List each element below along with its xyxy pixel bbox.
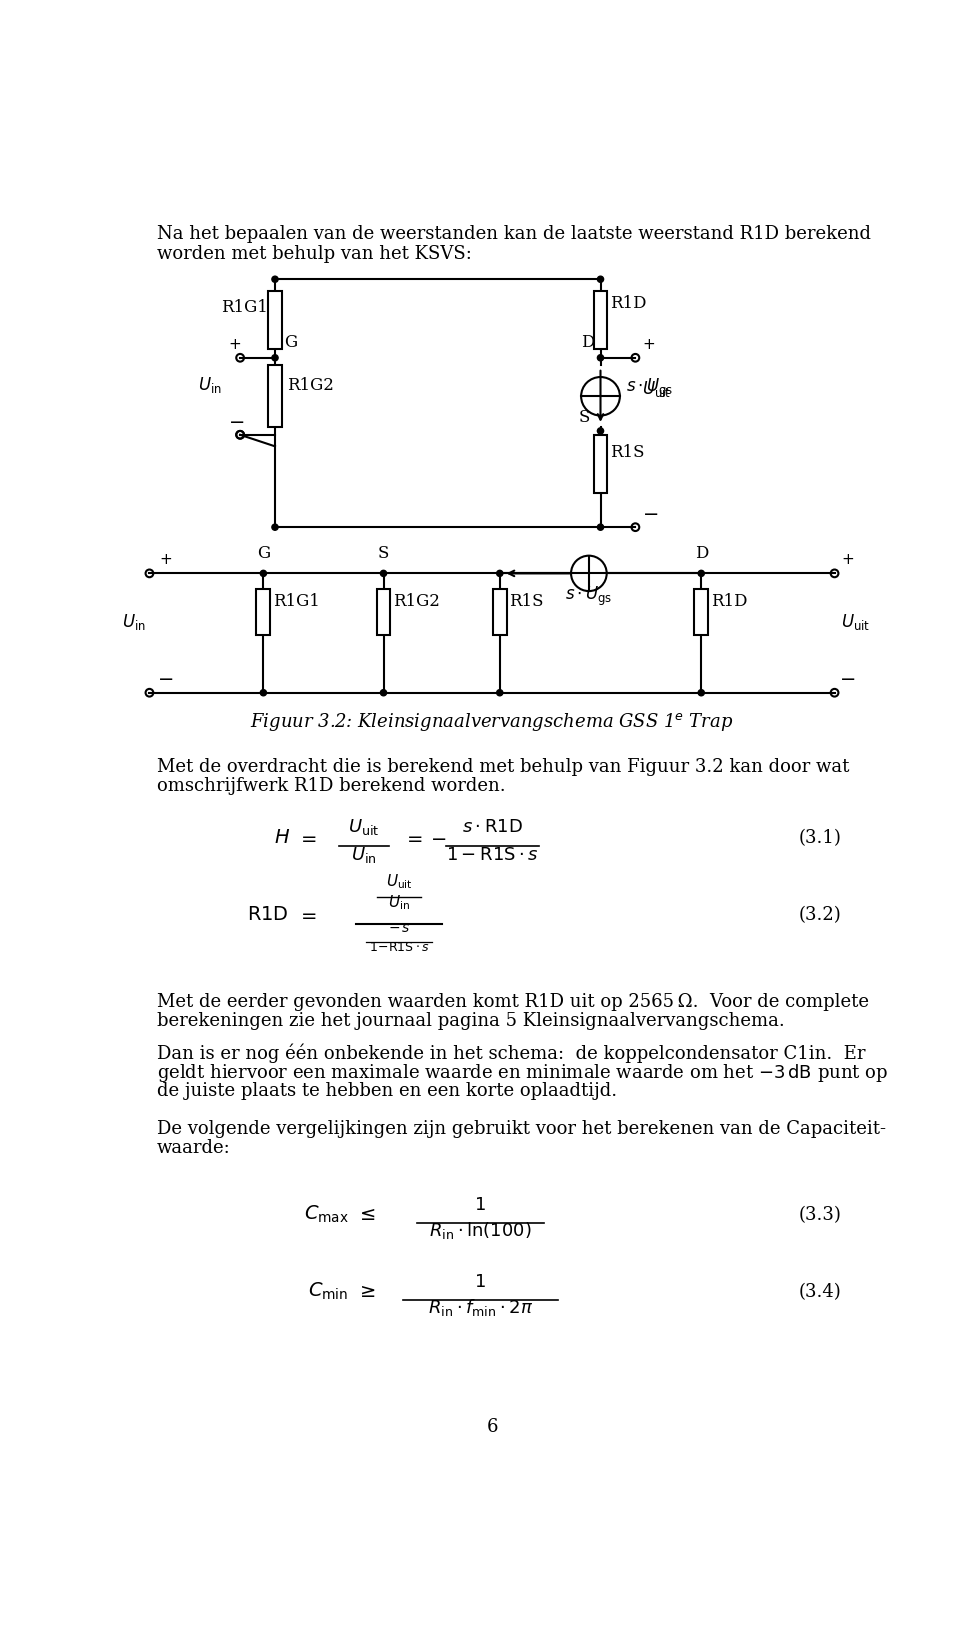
Text: $U_{\mathrm{uit}}$: $U_{\mathrm{uit}}$ <box>641 379 671 399</box>
Text: $U_{\mathrm{in}}$: $U_{\mathrm{in}}$ <box>351 845 377 864</box>
Text: $1$: $1$ <box>474 1196 487 1214</box>
Text: $\mathrm{R1D}$: $\mathrm{R1D}$ <box>248 905 289 923</box>
Text: berekeningen zie het journaal pagina 5 Kleinsignaalvervangschema.: berekeningen zie het journaal pagina 5 K… <box>157 1013 785 1031</box>
Bar <box>268 291 282 348</box>
Text: $+$: $+$ <box>228 338 242 351</box>
Text: $\geq$: $\geq$ <box>356 1283 376 1301</box>
Text: R1S: R1S <box>610 444 644 461</box>
Circle shape <box>597 355 604 361</box>
Bar <box>593 291 608 348</box>
Circle shape <box>260 570 267 577</box>
Text: $s \cdot \mathrm{R1D}$: $s \cdot \mathrm{R1D}$ <box>462 819 522 837</box>
Bar <box>376 588 391 636</box>
Text: omschrijfwerk R1D berekend worden.: omschrijfwerk R1D berekend worden. <box>157 778 506 796</box>
Text: $C_{\mathrm{min}}$: $C_{\mathrm{min}}$ <box>308 1281 348 1302</box>
Circle shape <box>496 690 503 696</box>
Text: (3.3): (3.3) <box>798 1206 841 1224</box>
Text: $s \cdot U_{\mathrm{gs}}$: $s \cdot U_{\mathrm{gs}}$ <box>565 585 612 608</box>
Text: R1D: R1D <box>610 294 646 312</box>
Text: Figuur 3.2: Kleinsignaalvervangschema GSS 1$^e$ Trap: Figuur 3.2: Kleinsignaalvervangschema GS… <box>251 711 733 734</box>
Text: D: D <box>581 333 594 351</box>
Circle shape <box>380 690 387 696</box>
Bar <box>694 588 708 636</box>
Text: $U_{\mathrm{uit}}$: $U_{\mathrm{uit}}$ <box>348 817 380 837</box>
Circle shape <box>597 428 604 435</box>
Circle shape <box>698 690 705 696</box>
Text: D: D <box>695 546 708 562</box>
Text: $U_{\mathrm{uit}}$: $U_{\mathrm{uit}}$ <box>841 611 870 632</box>
Circle shape <box>380 570 387 577</box>
Text: $-$: $-$ <box>839 670 855 688</box>
Text: $U_{\mathrm{uit}}$: $U_{\mathrm{uit}}$ <box>386 873 413 891</box>
Text: $-$: $-$ <box>157 670 174 688</box>
Text: Na het bepaalen van de weerstanden kan de laatste weerstand R1D berekend: Na het bepaalen van de weerstanden kan d… <box>157 225 872 243</box>
Circle shape <box>698 570 705 577</box>
Bar <box>256 588 271 636</box>
Text: $+$: $+$ <box>158 554 172 567</box>
Text: $=$: $=$ <box>297 828 317 846</box>
Text: R1D: R1D <box>710 593 747 609</box>
Circle shape <box>597 525 604 531</box>
Text: $-$: $-$ <box>641 503 658 521</box>
Text: $+$: $+$ <box>841 554 853 567</box>
Circle shape <box>260 690 267 696</box>
Text: $1\!-\!\mathrm{R1S}\cdot s$: $1\!-\!\mathrm{R1S}\cdot s$ <box>369 941 429 954</box>
Text: $=$: $=$ <box>297 905 317 923</box>
Circle shape <box>272 276 278 283</box>
Text: $U_{\mathrm{in}}$: $U_{\mathrm{in}}$ <box>122 611 146 632</box>
Circle shape <box>597 276 604 283</box>
Text: $R_{\mathrm{in}} \cdot f_{\mathrm{min}} \cdot 2\pi$: $R_{\mathrm{in}} \cdot f_{\mathrm{min}} … <box>428 1297 533 1319</box>
Text: $s \cdot U_{\mathrm{gs}}$: $s \cdot U_{\mathrm{gs}}$ <box>626 377 674 400</box>
Text: $1 - \mathrm{R1S} \cdot s$: $1 - \mathrm{R1S} \cdot s$ <box>445 846 539 864</box>
Text: R1G1: R1G1 <box>221 299 268 317</box>
Circle shape <box>496 570 503 577</box>
Text: (3.2): (3.2) <box>798 905 841 923</box>
Text: Met de eerder gevonden waarden komt R1D uit op 2565 Ω.  Voor de complete: Met de eerder gevonden waarden komt R1D … <box>157 993 869 1011</box>
Text: S: S <box>378 546 389 562</box>
Text: $H$: $H$ <box>275 828 291 846</box>
Text: worden met behulp van het KSVS:: worden met behulp van het KSVS: <box>157 245 472 263</box>
Text: 6: 6 <box>487 1418 497 1436</box>
Text: $-$: $-$ <box>228 412 244 430</box>
Text: $U_{\mathrm{in}}$: $U_{\mathrm{in}}$ <box>388 894 410 912</box>
Text: Dan is er nog één onbekende in het schema:  de koppelcondensator C1in.  Er: Dan is er nog één onbekende in het schem… <box>157 1042 866 1062</box>
Text: Met de overdracht die is berekend met behulp van Figuur 3.2 kan door wat: Met de overdracht die is berekend met be… <box>157 758 850 776</box>
Text: (3.4): (3.4) <box>798 1283 841 1301</box>
Text: $= -$: $= -$ <box>403 828 446 846</box>
Text: geldt hiervoor een maximale waarde en minimale waarde om het $-3\,\mathrm{dB}$ p: geldt hiervoor een maximale waarde en mi… <box>157 1062 888 1085</box>
Text: $\leq$: $\leq$ <box>356 1206 376 1224</box>
Text: $C_{\mathrm{max}}$: $C_{\mathrm{max}}$ <box>303 1204 348 1226</box>
Bar <box>492 588 507 636</box>
Text: G: G <box>284 333 298 351</box>
Text: de juiste plaats te hebben en een korte oplaadtijd.: de juiste plaats te hebben en een korte … <box>157 1082 617 1100</box>
Text: G: G <box>257 546 270 562</box>
Text: R1G2: R1G2 <box>287 377 333 394</box>
Text: R1S: R1S <box>509 593 543 609</box>
Text: R1G2: R1G2 <box>393 593 440 609</box>
Text: De volgende vergelijkingen zijn gebruikt voor het berekenen van de Capaciteit-: De volgende vergelijkingen zijn gebruikt… <box>157 1119 886 1137</box>
Bar <box>593 435 608 492</box>
Circle shape <box>272 525 278 531</box>
Text: waarde:: waarde: <box>157 1139 231 1157</box>
Text: R1G1: R1G1 <box>273 593 320 609</box>
Text: $R_{\mathrm{in}} \cdot \ln(100)$: $R_{\mathrm{in}} \cdot \ln(100)$ <box>429 1221 532 1242</box>
Bar <box>268 366 282 426</box>
Text: $1$: $1$ <box>474 1273 487 1291</box>
Text: $U_{\mathrm{in}}$: $U_{\mathrm{in}}$ <box>198 376 221 395</box>
Text: $+$: $+$ <box>641 338 655 351</box>
Text: $-\,s$: $-\,s$ <box>388 922 411 935</box>
Text: (3.1): (3.1) <box>798 828 841 846</box>
Text: S: S <box>579 408 590 426</box>
Circle shape <box>272 355 278 361</box>
